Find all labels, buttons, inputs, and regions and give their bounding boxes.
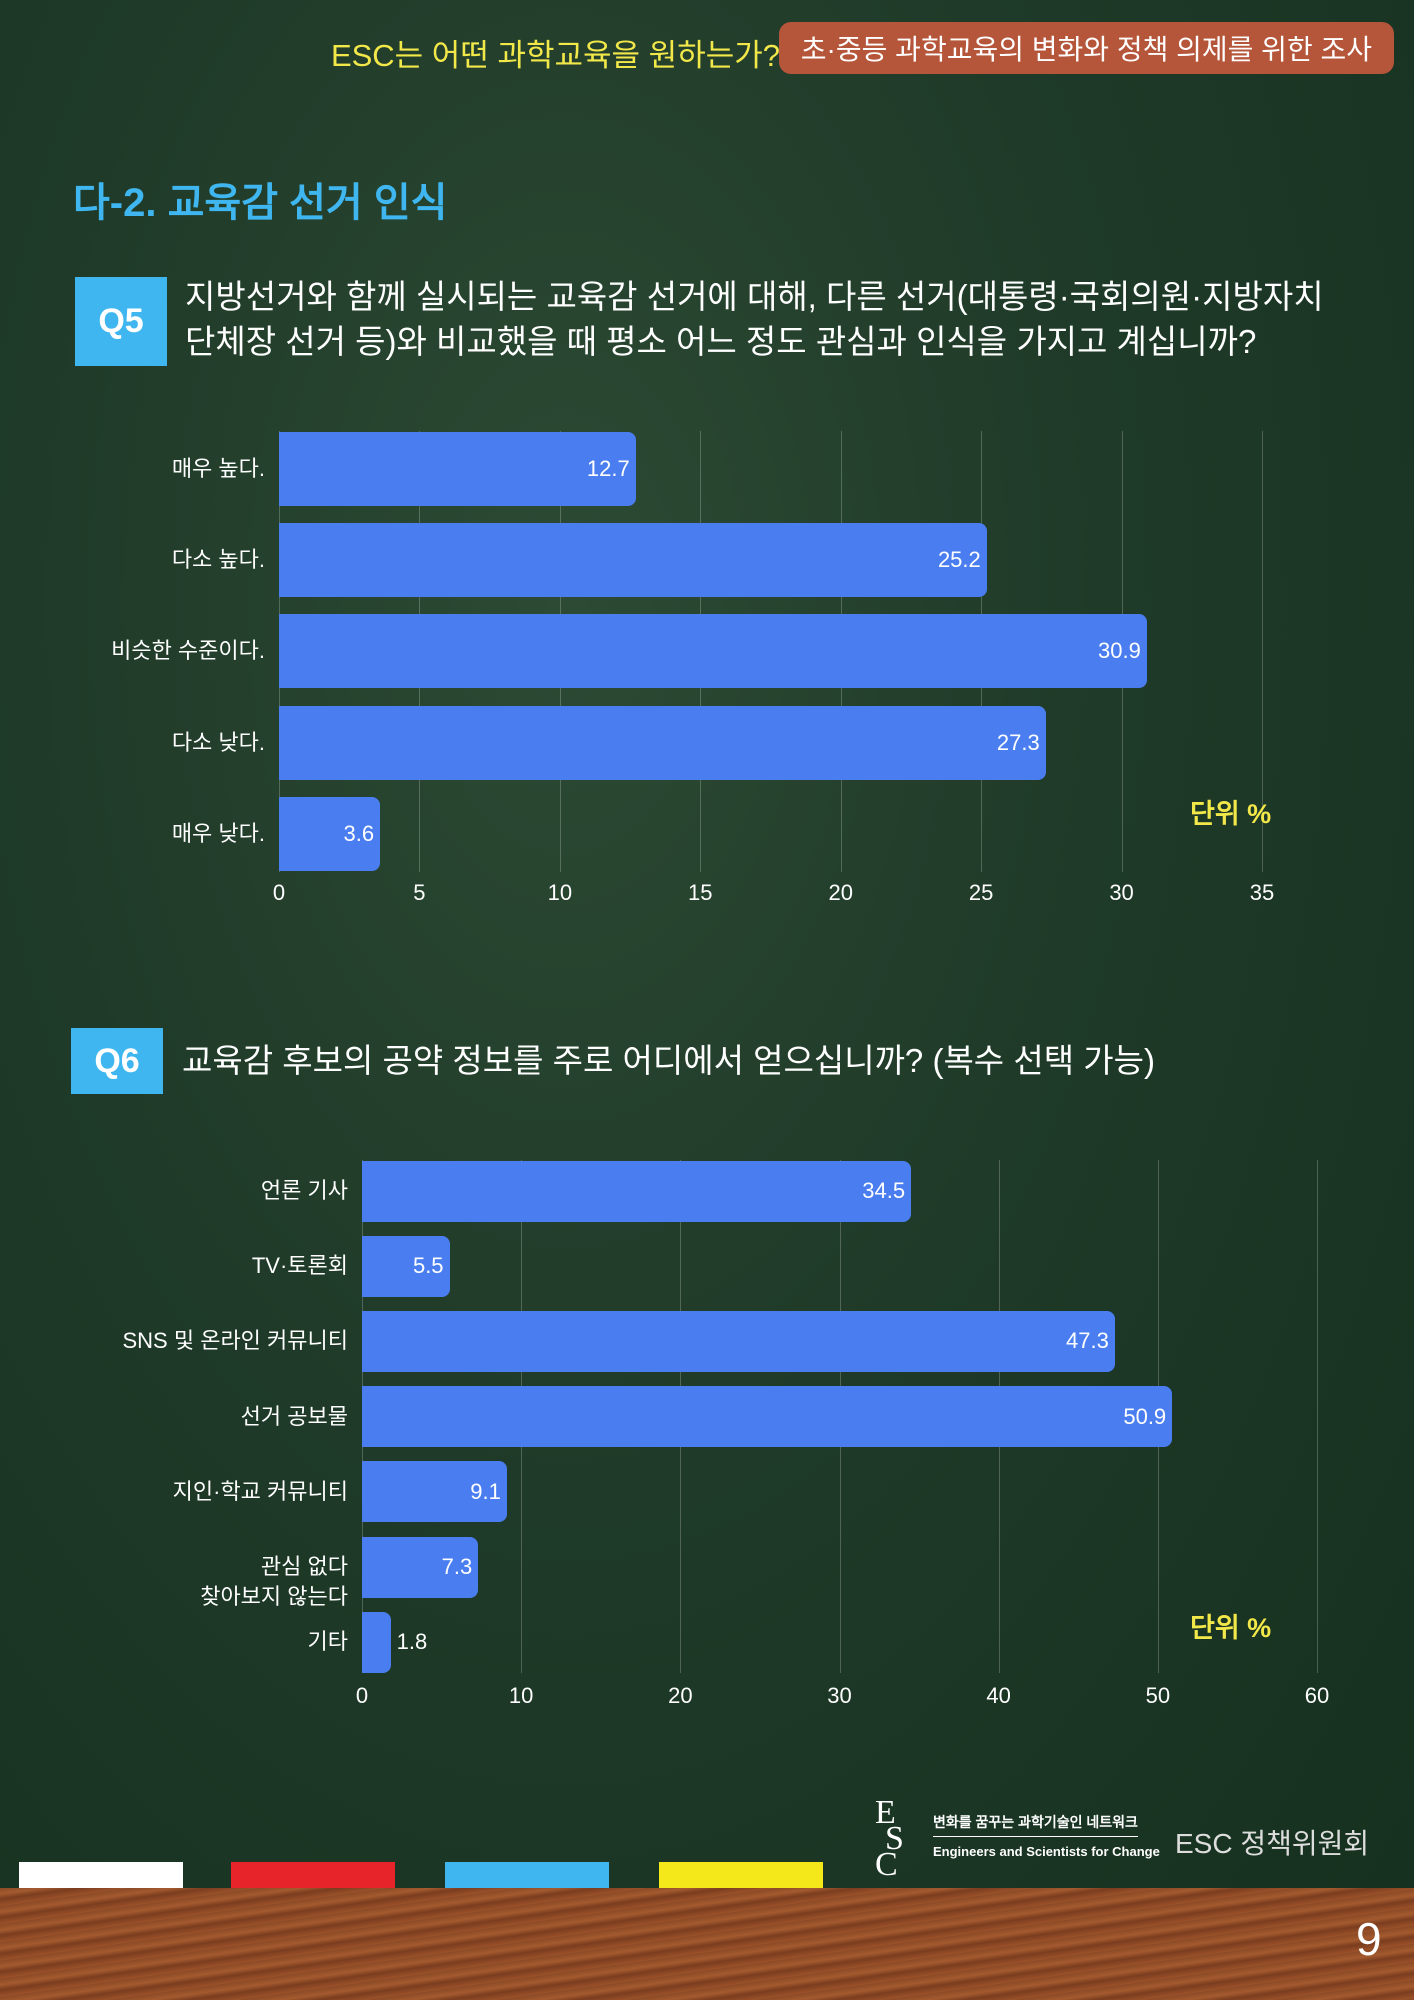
x-tick-label: 60 <box>1304 1683 1330 1708</box>
bar <box>362 1310 1115 1372</box>
header-badge: 초·중등 과학교육의 변화와 정책 의제를 위한 조사 <box>778 22 1394 74</box>
logo-letter: C <box>875 1846 898 1883</box>
category-label: 관심 없다 찾아보지 않는다 <box>200 1554 348 1609</box>
category-label: 지인·학교 커뮤니티 <box>172 1478 348 1504</box>
unit-label: 단위 % <box>1190 1613 1272 1643</box>
value-label: 9.1 <box>470 1478 501 1504</box>
x-tick-label: 5 <box>413 880 426 905</box>
question-label: Q6 <box>71 1028 163 1094</box>
color-strip <box>445 1862 609 1888</box>
value-label: 3.6 <box>343 820 375 846</box>
bar <box>362 1235 450 1297</box>
question-text: 교육감 후보의 공약 정보를 주로 어디에서 얻으십니까? (복수 선택 가능) <box>182 1042 1155 1079</box>
x-tick-label: 15 <box>688 880 713 905</box>
x-tick-label: 20 <box>668 1683 693 1708</box>
section-title: 다-2. 교육감 선거 인식 <box>73 181 448 225</box>
value-label: 34.5 <box>862 1178 906 1203</box>
value-label: 47.3 <box>1066 1328 1109 1354</box>
x-tick-label: 20 <box>828 880 853 905</box>
bar <box>279 705 1046 780</box>
x-tick-label: 30 <box>827 1683 852 1708</box>
value-label: 5.5 <box>412 1253 444 1279</box>
committee: ESC 정책위원회 <box>1175 1828 1370 1859</box>
x-tick-label: 35 <box>1249 880 1275 905</box>
category-label: 선거 공보물 <box>240 1403 348 1429</box>
bar <box>362 1386 1173 1448</box>
value-label: 30.9 <box>1098 638 1141 664</box>
logo: E S C <box>875 1794 915 1883</box>
category-label: 매우 높다. <box>171 456 265 481</box>
category-label: 매우 낮다. <box>171 820 265 846</box>
question-label: Q5 <box>75 277 167 366</box>
color-strip <box>231 1862 395 1888</box>
category-label: 다소 낮다. <box>171 729 265 755</box>
value-label: 25.2 <box>937 547 981 573</box>
color-strip <box>19 1862 183 1888</box>
value-label: 7.3 <box>441 1554 473 1579</box>
x-tick-label: 50 <box>1145 1683 1171 1708</box>
bar <box>362 1611 391 1673</box>
category-label: TV·토론회 <box>251 1253 348 1279</box>
x-tick-label: 30 <box>1109 880 1134 905</box>
value-label: 12.7 <box>586 456 630 481</box>
x-tick-label: 25 <box>968 880 994 905</box>
color-strip <box>659 1862 823 1888</box>
grid-line <box>1317 1160 1318 1673</box>
category-label: 비슷한 수준이다. <box>111 638 265 664</box>
category-label: 기타 <box>307 1629 348 1655</box>
x-tick-label: 0 <box>355 1683 369 1708</box>
tagline-en: Engineers and Scientists for Change <box>933 1844 1160 1859</box>
logo-letter: E <box>875 1794 896 1831</box>
bar <box>279 523 987 598</box>
category-label: SNS 및 온라인 커뮤니티 <box>122 1328 349 1354</box>
header-subtitle: ESC는 어떤 과학교육을 원하는가? <box>330 38 780 73</box>
question-text: 지방선거와 함께 실시되는 교육감 선거에 대해, 다른 선거(대통령·국회의원… <box>185 278 1324 360</box>
bar <box>362 1536 479 1598</box>
value-label: 50.9 <box>1123 1403 1167 1429</box>
bar <box>279 614 1147 689</box>
unit-label: 단위 % <box>1190 799 1272 829</box>
category-label: 다소 높다. <box>171 547 265 573</box>
x-tick-label: 10 <box>547 880 573 905</box>
bar <box>279 796 381 871</box>
bar <box>362 1160 912 1222</box>
value-label: 27.3 <box>996 729 1040 755</box>
tagline-ko: 변화를 꿈꾸는 과학기술인 네트워크 <box>933 1812 1138 1837</box>
bar <box>279 432 636 506</box>
value-label: 1.8 <box>396 1629 428 1655</box>
bar <box>362 1461 507 1523</box>
wood-border <box>0 1888 1414 2000</box>
grid-line <box>1262 431 1263 872</box>
page-number: 9 <box>1356 1913 1382 1965</box>
x-tick-label: 0 <box>272 880 286 905</box>
logo-letter: S <box>885 1820 904 1857</box>
x-tick-label: 40 <box>986 1683 1011 1708</box>
category-label: 언론 기사 <box>260 1178 348 1203</box>
x-tick-label: 10 <box>508 1683 534 1708</box>
